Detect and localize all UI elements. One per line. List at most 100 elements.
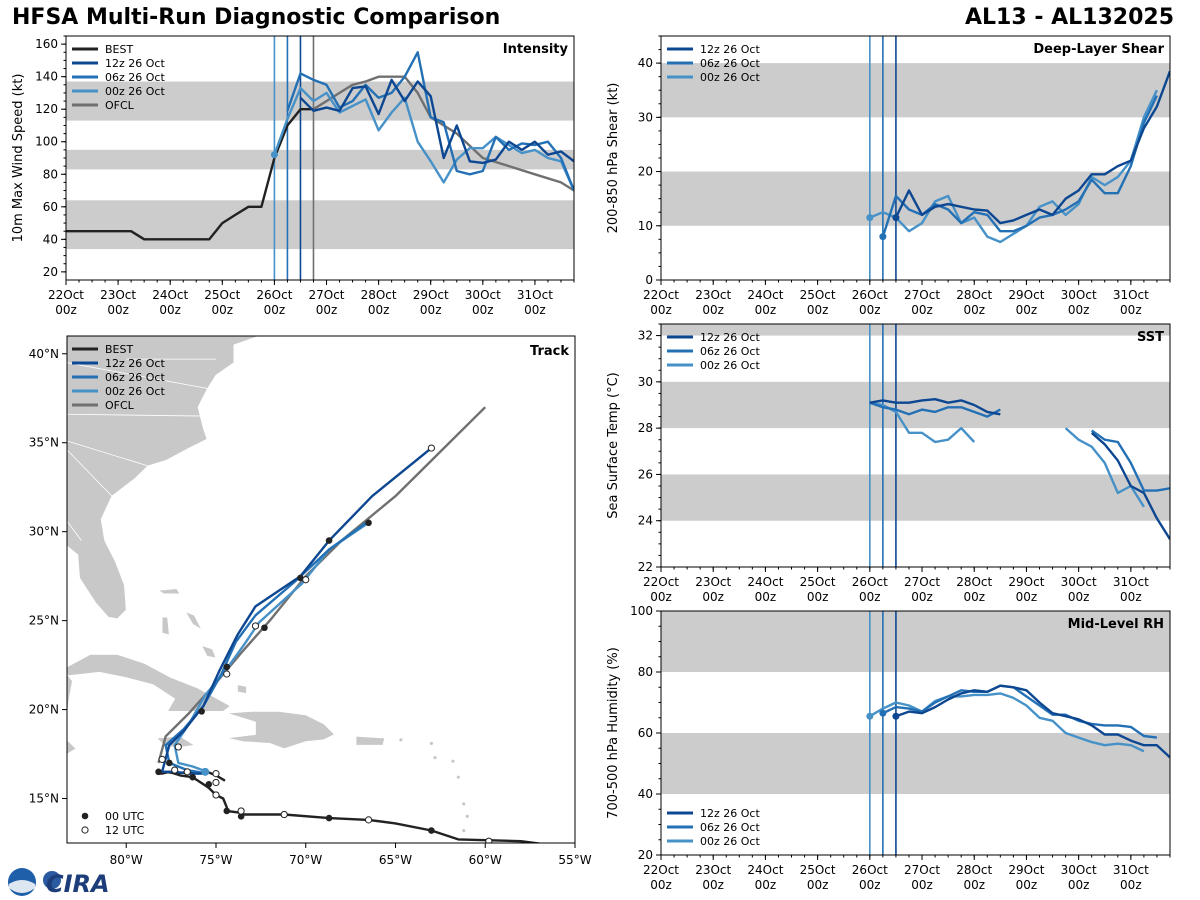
x-tick-hour: 00z bbox=[1016, 590, 1038, 604]
legend-label: 12z 26 Oct bbox=[700, 331, 760, 344]
x-tick-day: 22Oct bbox=[643, 575, 679, 589]
state-border bbox=[67, 440, 148, 467]
marker-12utc bbox=[485, 837, 493, 843]
legend-label: OFCL bbox=[105, 399, 135, 412]
init-point-run12 bbox=[892, 712, 900, 720]
x-tick-hour: 00z bbox=[963, 303, 985, 317]
x-tick-hour: 00z bbox=[911, 878, 933, 892]
init-point-run00 bbox=[866, 712, 874, 720]
y-tick-label: 60 bbox=[638, 726, 653, 740]
x-tick-day: 31Oct bbox=[517, 288, 553, 302]
x-tick-hour: 00z bbox=[1068, 590, 1090, 604]
marker-12utc bbox=[174, 743, 182, 751]
y-tick-label: 160 bbox=[35, 37, 58, 51]
x-tick-hour: 00z bbox=[650, 303, 672, 317]
marker-12utc bbox=[251, 622, 260, 630]
cira-logo: CIRA bbox=[8, 868, 110, 898]
legend-label: 06z 26 Oct bbox=[105, 71, 165, 84]
marker-00utc bbox=[237, 813, 245, 820]
legend-label: 00z 26 Oct bbox=[700, 835, 760, 848]
x-tick-day: 27Oct bbox=[904, 863, 940, 877]
series-line-run06 bbox=[1091, 429, 1170, 492]
x-tick-day: 28Oct bbox=[956, 288, 992, 302]
x-tick-label: 65°W bbox=[379, 853, 412, 867]
state-border bbox=[67, 449, 113, 497]
land-island bbox=[429, 741, 433, 745]
x-tick-day: 22Oct bbox=[48, 288, 84, 302]
x-tick-hour: 00z bbox=[472, 303, 494, 317]
x-tick-day: 28Oct bbox=[956, 575, 992, 589]
series-line-run00 bbox=[869, 89, 1158, 244]
state-border bbox=[67, 520, 82, 541]
x-tick-hour: 00z bbox=[650, 590, 672, 604]
x-tick-hour: 00z bbox=[316, 303, 338, 317]
legend-label: 12z 26 Oct bbox=[700, 43, 760, 56]
marker-00utc bbox=[325, 537, 333, 544]
land-island bbox=[456, 775, 460, 779]
rh-panel: 2040608010022Oct00z23Oct00z24Oct00z25Oct… bbox=[606, 604, 1171, 892]
marker-12utc bbox=[158, 755, 166, 763]
panel-title: Track bbox=[530, 344, 569, 359]
marker-00utc bbox=[189, 773, 196, 781]
marker-12utc bbox=[302, 576, 310, 584]
x-tick-day: 27Oct bbox=[308, 288, 344, 302]
series-line-run12 bbox=[299, 78, 574, 165]
x-tick-day: 24Oct bbox=[747, 575, 783, 589]
x-tick-hour: 00z bbox=[1068, 878, 1090, 892]
land-island bbox=[465, 814, 469, 818]
marker-00utc bbox=[365, 519, 372, 527]
x-tick-day: 29Oct bbox=[1008, 575, 1044, 589]
band-1 bbox=[661, 381, 1170, 429]
shear-panel: 01020304022Oct00z23Oct00z24Oct00z25Oct00… bbox=[606, 35, 1171, 317]
land-island bbox=[399, 738, 403, 742]
land-bahamas-c bbox=[184, 610, 203, 631]
x-tick-hour: 00z bbox=[420, 303, 442, 317]
x-tick-hour: 00z bbox=[702, 303, 724, 317]
x-tick-hour: 00z bbox=[807, 590, 829, 604]
x-tick-hour: 00z bbox=[911, 303, 933, 317]
y-tick-label: 26 bbox=[638, 467, 653, 481]
marker-12utc bbox=[212, 778, 220, 787]
series-line-run00 bbox=[273, 86, 574, 191]
series-line-run00 bbox=[869, 692, 1145, 753]
x-tick-hour: 00z bbox=[963, 590, 985, 604]
legend-label: 12 UTC bbox=[105, 824, 145, 837]
x-tick-hour: 00z bbox=[159, 303, 181, 317]
series-line-run06 bbox=[869, 401, 1001, 418]
marker-00utc bbox=[428, 827, 435, 834]
legend-label: 00z 26 Oct bbox=[700, 71, 760, 84]
land-island bbox=[453, 849, 456, 852]
y-tick-label: 24 bbox=[638, 514, 653, 528]
x-tick-day: 26Oct bbox=[852, 575, 888, 589]
x-tick-hour: 00z bbox=[859, 590, 881, 604]
x-tick-hour: 00z bbox=[1120, 878, 1142, 892]
x-tick-hour: 00z bbox=[524, 303, 546, 317]
x-tick-day: 30Oct bbox=[1061, 575, 1097, 589]
x-tick-day: 31Oct bbox=[1113, 575, 1149, 589]
sst-panel: 22242628303222Oct00z23Oct00z24Oct00z25Oc… bbox=[606, 323, 1171, 604]
y-tick-label: 120 bbox=[35, 102, 58, 116]
land-island bbox=[433, 756, 437, 760]
x-tick-hour: 00z bbox=[1120, 590, 1142, 604]
x-tick-hour: 00z bbox=[702, 878, 724, 892]
marker-00utc bbox=[166, 759, 173, 767]
x-tick-day: 25Oct bbox=[800, 863, 836, 877]
x-tick-day: 22Oct bbox=[643, 863, 679, 877]
marker-12utc bbox=[280, 810, 288, 819]
x-tick-hour: 00z bbox=[1016, 878, 1038, 892]
track-line-ofcl bbox=[157, 406, 487, 764]
legend-label: 00z 26 Oct bbox=[105, 385, 165, 398]
land-bahamas-d bbox=[200, 644, 217, 659]
marker-12utc bbox=[212, 770, 220, 778]
y-tick-label: 20 bbox=[638, 848, 653, 862]
init-point-run06 bbox=[879, 233, 887, 241]
land-bahamas-e bbox=[237, 684, 247, 695]
land-yucatan bbox=[67, 673, 73, 719]
land-bahamas-b bbox=[161, 616, 170, 636]
x-tick-day: 23Oct bbox=[100, 288, 136, 302]
y-tick-label: 22 bbox=[638, 560, 653, 574]
y-tick-label: 100 bbox=[630, 604, 653, 618]
x-tick-hour: 00z bbox=[807, 878, 829, 892]
x-tick-hour: 00z bbox=[264, 303, 286, 317]
